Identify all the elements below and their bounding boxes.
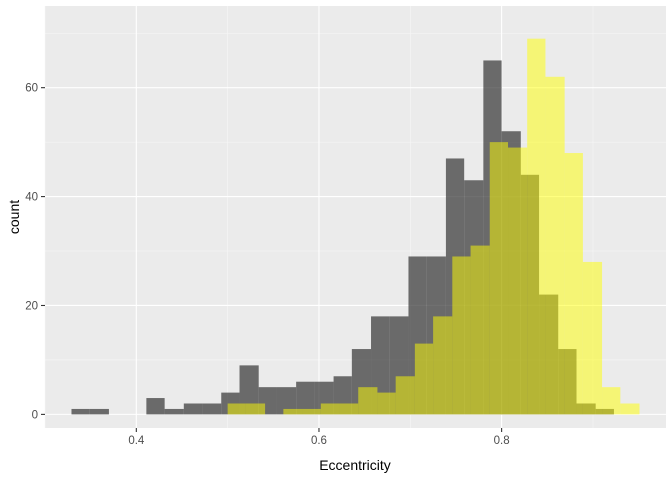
y-tick-label: 60 [25, 83, 38, 95]
histogram-bar [296, 381, 315, 415]
x-axis-label: Eccentricity [319, 457, 391, 473]
histogram-bar [489, 142, 509, 415]
histogram-bar [164, 408, 184, 415]
histogram-bar [377, 392, 396, 415]
histogram-bar [527, 38, 546, 415]
series-yellow-bars [227, 38, 640, 415]
histogram-bar [245, 403, 266, 415]
histogram-bar [620, 403, 640, 415]
histogram-bar [470, 245, 490, 415]
histogram-bar [183, 403, 203, 415]
histogram-bar [320, 403, 340, 415]
histogram-bar [545, 76, 565, 415]
histogram-bar [239, 365, 259, 415]
y-axis: 0 20 40 60 [25, 83, 45, 421]
histogram-bar [146, 398, 165, 415]
histogram-bar [71, 408, 90, 415]
histogram-bar [433, 316, 453, 415]
histogram-bar [227, 403, 246, 415]
histogram-bar [564, 153, 583, 415]
histogram-bar [302, 408, 321, 415]
y-tick-label: 0 [32, 409, 38, 421]
histogram-bar [452, 256, 471, 415]
histogram-bar [395, 376, 415, 415]
histogram-bar [508, 147, 528, 415]
y-tick-label: 20 [25, 300, 38, 312]
histogram-bar [582, 261, 603, 415]
histogram-bar [339, 403, 359, 415]
histogram-bar [276, 387, 297, 415]
x-tick-label: 0.6 [311, 435, 327, 447]
histogram-bar [283, 408, 303, 415]
histogram-bar [602, 387, 621, 415]
histogram-bar [202, 403, 222, 415]
histogram-bar [89, 408, 109, 415]
x-tick-label: 0.4 [128, 435, 145, 447]
y-tick-label: 40 [25, 192, 38, 204]
x-axis: 0.4 0.6 0.8 [128, 428, 510, 447]
x-tick-label: 0.8 [494, 435, 510, 447]
y-axis-label: count [6, 200, 22, 234]
histogram-bar [414, 343, 434, 415]
histogram-bar [358, 387, 378, 415]
